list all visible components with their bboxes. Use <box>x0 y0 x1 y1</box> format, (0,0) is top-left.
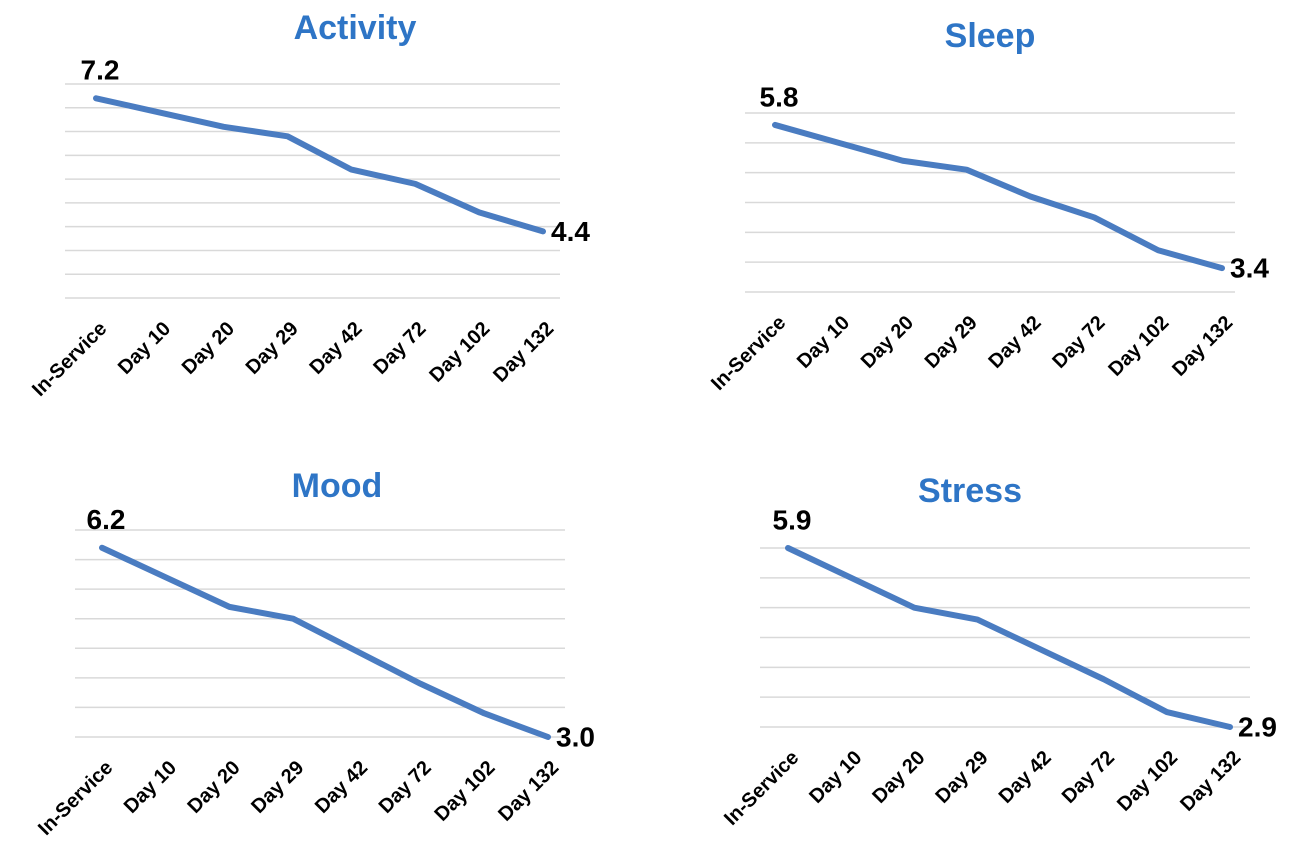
value-label: 3.4 <box>1230 253 1269 284</box>
x-tick-label: Day 102 <box>425 318 494 387</box>
value-label: 6.2 <box>87 504 126 535</box>
x-tick-label: Day 20 <box>857 312 918 373</box>
x-tick-label: Day 132 <box>489 318 558 387</box>
x-tick-label: In-Service <box>707 312 790 395</box>
line <box>785 545 1233 730</box>
x-tick-label: In-Service <box>720 747 803 830</box>
x-tick-label: In-Service <box>34 757 117 840</box>
line <box>93 95 546 235</box>
x-tick-label: Day 42 <box>995 747 1056 808</box>
x-tick-label: Day 29 <box>921 312 982 373</box>
x-tick-label: Day 10 <box>114 318 175 379</box>
x-tick-label: Day 72 <box>1058 747 1119 808</box>
x-tick-label: Day 29 <box>242 318 303 379</box>
line <box>99 544 551 740</box>
x-tick-label: Day 10 <box>793 312 854 373</box>
chart-title: Sleep <box>945 17 1036 55</box>
chart-title: Stress <box>918 472 1022 510</box>
chart-title: Activity <box>294 9 417 47</box>
value-label: 7.2 <box>81 55 120 86</box>
chart-title: Mood <box>292 467 383 505</box>
x-tick-label: Day 72 <box>369 318 430 379</box>
x-tick-label: Day 20 <box>868 747 929 808</box>
x-tick-label: Day 29 <box>247 757 308 818</box>
x-tick-label: Day 20 <box>178 318 239 379</box>
value-label: 5.9 <box>773 504 812 535</box>
value-label: 5.8 <box>760 81 799 112</box>
x-tick-label: Day 102 <box>1104 312 1173 381</box>
x-tick-label: Day 10 <box>805 747 866 808</box>
x-tick-label: Day 42 <box>985 312 1046 373</box>
x-tick-label: Day 20 <box>184 757 245 818</box>
x-tick-label: Day 132 <box>1168 312 1237 381</box>
x-tick-label: Day 42 <box>311 757 372 818</box>
x-tick-label: In-Service <box>28 318 111 401</box>
x-tick-label: Day 72 <box>1048 312 1109 373</box>
x-tick-label: Day 132 <box>494 757 563 826</box>
x-tick-label: Day 10 <box>120 757 181 818</box>
x-tick-label: Day 102 <box>1113 747 1182 816</box>
value-label: 3.0 <box>556 721 595 752</box>
x-tick-label: Day 42 <box>306 318 367 379</box>
x-tick-label: Day 72 <box>375 757 436 818</box>
x-tick-label: Day 132 <box>1176 747 1245 816</box>
line <box>772 121 1225 272</box>
x-tick-label: Day 29 <box>932 747 993 808</box>
x-tick-label: Day 102 <box>431 757 500 826</box>
value-label: 2.9 <box>1238 711 1277 742</box>
value-label: 4.4 <box>551 216 590 247</box>
